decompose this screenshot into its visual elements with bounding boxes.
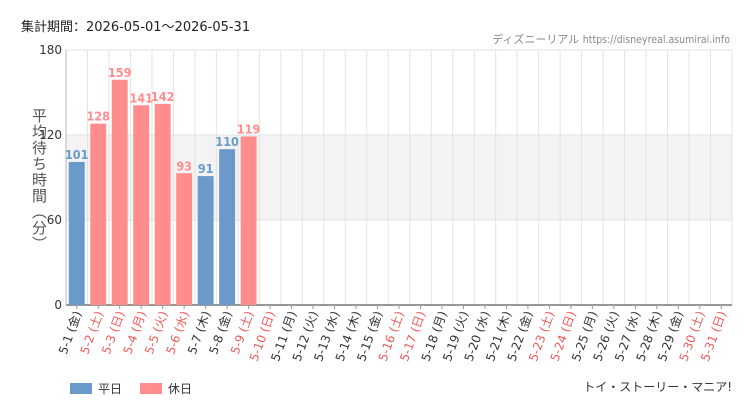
data-label: 110 [215, 134, 239, 149]
bar-5-4 [133, 105, 150, 305]
legend-label-holiday: 休日 [168, 382, 193, 396]
data-label: 119 [237, 121, 261, 136]
data-label: 128 [86, 109, 110, 124]
bar-5-3 [111, 79, 128, 305]
legend-label-weekday: 平日 [98, 382, 123, 396]
y-tick-label: 60 [47, 213, 62, 227]
data-label: 91 [198, 161, 214, 176]
bar-5-6 [176, 173, 193, 305]
bar-5-1 [68, 161, 85, 305]
data-label: 142 [151, 89, 174, 104]
legend-swatch-weekday [70, 383, 92, 394]
bar-5-9 [240, 136, 257, 305]
data-label: 101 [65, 147, 89, 162]
legend-swatch-holiday [140, 383, 163, 394]
y-tick-label: 0 [54, 298, 62, 312]
bar-5-5 [154, 103, 171, 305]
source-url[interactable]: https://disneyreal.asumirai.info [582, 34, 730, 46]
source-name: ディズニーリアル [492, 33, 580, 46]
source-credit[interactable]: ディズニーリアル https://disneyreal.asumirai.inf… [492, 31, 730, 47]
legend: 平日 休日 [70, 380, 210, 397]
y-tick-label: 120 [39, 128, 62, 142]
bar-5-8 [219, 149, 236, 305]
legend-item-weekday[interactable]: 平日 [70, 380, 122, 397]
y-tick-label: 180 [39, 43, 62, 57]
data-label: 93 [176, 158, 192, 173]
data-label: 159 [108, 65, 132, 80]
bar-5-7 [197, 176, 214, 305]
legend-item-holiday[interactable]: 休日 [140, 380, 192, 397]
attraction-name: トイ・ストーリー・マニア! [583, 380, 732, 394]
y-axis-title: 平均待ち時間（分） [30, 108, 48, 252]
bar-5-2 [90, 123, 107, 306]
period-label: 集計期間：2026-05-01～2026-05-31 [21, 20, 251, 35]
data-label: 141 [129, 90, 153, 105]
